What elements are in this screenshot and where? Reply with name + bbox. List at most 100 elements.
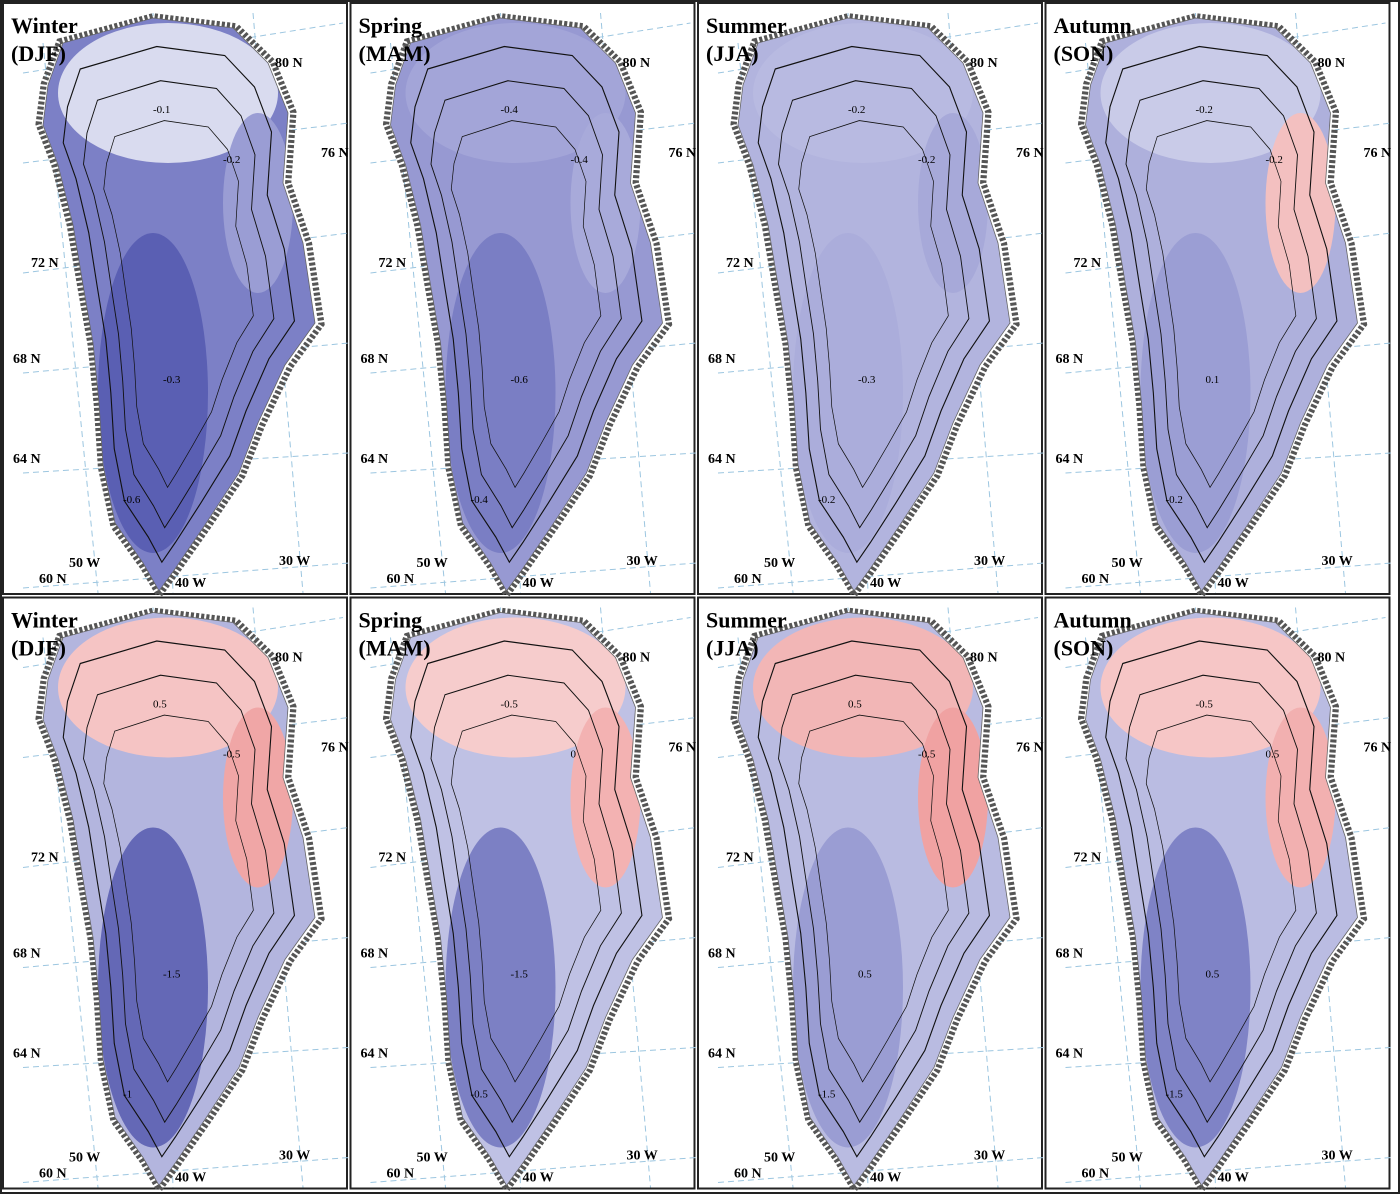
- ice-sheet: [390, 612, 663, 1186]
- season-months: (JJA): [706, 41, 759, 66]
- latitude-label: 76 N: [1016, 146, 1044, 161]
- latitude-label: 60 N: [734, 1167, 762, 1182]
- season-months: (DJF): [11, 636, 66, 661]
- latitude-label: 76 N: [1364, 146, 1392, 161]
- latitude-label: 64 N: [361, 1047, 389, 1062]
- contour-label: -1.5: [163, 969, 181, 981]
- field-core: [1140, 233, 1251, 553]
- longitude-label: 30 W: [974, 1149, 1005, 1164]
- contour-label: -0.5: [918, 749, 936, 761]
- latitude-label: 76 N: [1364, 741, 1392, 756]
- latitude-label: 68 N: [1056, 947, 1084, 962]
- longitude-label: 40 W: [1218, 576, 1249, 591]
- contour-label: -1.5: [818, 1089, 836, 1101]
- longitude-label: 50 W: [417, 1151, 448, 1166]
- contour-label: -0.5: [223, 749, 241, 761]
- field-east: [570, 113, 641, 293]
- season-title: Spring: [359, 13, 423, 38]
- longitude-label: 30 W: [1322, 554, 1353, 569]
- latitude-label: 76 N: [669, 741, 697, 756]
- contour-label: -0.2: [1166, 494, 1183, 506]
- season-months: (MAM): [359, 41, 431, 66]
- field-north: [1100, 617, 1321, 758]
- latitude-label: 60 N: [734, 572, 762, 587]
- latitude-label: 64 N: [708, 1047, 736, 1062]
- latitude-label: 76 N: [669, 146, 697, 161]
- field-north: [405, 617, 626, 758]
- ice-sheet: [43, 612, 315, 1186]
- longitude-label: 50 W: [69, 1151, 100, 1166]
- longitude-label: 40 W: [870, 576, 901, 591]
- latitude-label: 60 N: [1082, 572, 1110, 587]
- map-panel: -0.5 0.5 0.5 -1.5 80 N 76 N 72 N 68 N 64 N 60 N50…: [1044, 596, 1392, 1190]
- season-title: Summer: [706, 608, 787, 633]
- latitude-label: 68 N: [361, 947, 389, 962]
- field-east: [918, 113, 988, 293]
- season-title: Spring: [359, 608, 423, 633]
- contour-label: -0.6: [511, 374, 529, 386]
- map-panel: -0.1 -0.2 -0.3 -0.6 80 N 76 N 72 N 68 N 64 N 60 N…: [2, 2, 350, 595]
- latitude-label: 80 N: [1318, 56, 1346, 71]
- ice-sheet: [738, 612, 1010, 1186]
- season-months: (DJF): [11, 41, 66, 66]
- latitude-label: 80 N: [970, 651, 998, 666]
- latitude-label: 72 N: [31, 256, 59, 271]
- contour-label: -0.5: [1196, 699, 1214, 711]
- contour-label: -0.2: [818, 494, 835, 506]
- longitude-label: 40 W: [175, 1171, 206, 1186]
- field-core: [1140, 827, 1251, 1148]
- season-months: (JJA): [706, 636, 759, 661]
- contour-label: -0.4: [471, 494, 489, 506]
- longitude-label: 40 W: [870, 1171, 901, 1186]
- field-core: [98, 827, 208, 1148]
- latitude-label: 60 N: [387, 1167, 415, 1182]
- contour-label: -0.3: [858, 374, 876, 386]
- season-months: (SON): [1054, 41, 1114, 66]
- latitude-label: 72 N: [726, 851, 754, 866]
- contour-label: -0.4: [571, 154, 589, 166]
- latitude-label: 72 N: [379, 851, 407, 866]
- latitude-label: 76 N: [321, 741, 349, 756]
- longitude-label: 40 W: [175, 576, 206, 591]
- contour-label: -0.3: [163, 374, 181, 386]
- season-months: (MAM): [359, 636, 431, 661]
- contour-label: -0.5: [471, 1089, 489, 1101]
- longitude-label: 50 W: [764, 1151, 795, 1166]
- field-east: [918, 707, 988, 888]
- season-title: Winter: [11, 13, 78, 38]
- field-east: [223, 707, 293, 888]
- longitude-label: 50 W: [764, 556, 795, 571]
- field-north: [753, 617, 973, 758]
- contour-label: -1: [123, 1089, 132, 1101]
- ice-sheet: [390, 18, 663, 591]
- latitude-label: 80 N: [275, 651, 303, 666]
- latitude-label: 76 N: [321, 146, 349, 161]
- latitude-label: 60 N: [387, 572, 415, 587]
- contour-label: -0.1: [153, 104, 170, 116]
- latitude-label: 60 N: [1082, 1167, 1110, 1182]
- latitude-label: 72 N: [379, 256, 407, 271]
- longitude-label: 30 W: [279, 554, 310, 569]
- contour-label: -0.2: [918, 154, 935, 166]
- latitude-label: 60 N: [39, 1167, 67, 1182]
- season-title: Winter: [11, 608, 78, 633]
- field-east: [570, 707, 641, 888]
- longitude-label: 50 W: [1112, 1151, 1143, 1166]
- contour-label: -0.4: [501, 104, 519, 116]
- latitude-label: 72 N: [726, 256, 754, 271]
- longitude-label: 40 W: [523, 1171, 554, 1186]
- ice-sheet: [43, 18, 315, 591]
- season-months: (SON): [1054, 636, 1114, 661]
- contour-label: -1.5: [511, 969, 529, 981]
- map-panel: -0.4 -0.4 -0.6 -0.4 80 N 76 N 72 N 68 N 64 N 60 N…: [349, 2, 697, 595]
- map-panel: 0.5 -0.5 0.5 -1.5 80 N 76 N 72 N 68 N 64 N 60 N50…: [697, 596, 1045, 1190]
- field-core: [445, 233, 556, 553]
- graticule: [370, 1157, 697, 1183]
- contour-label: 0: [571, 749, 577, 761]
- graticule: [1065, 562, 1392, 589]
- longitude-label: 30 W: [279, 1149, 310, 1164]
- longitude-label: 40 W: [523, 576, 554, 591]
- latitude-label: 72 N: [1074, 256, 1102, 271]
- longitude-label: 40 W: [1218, 1171, 1249, 1186]
- latitude-label: 80 N: [970, 56, 998, 71]
